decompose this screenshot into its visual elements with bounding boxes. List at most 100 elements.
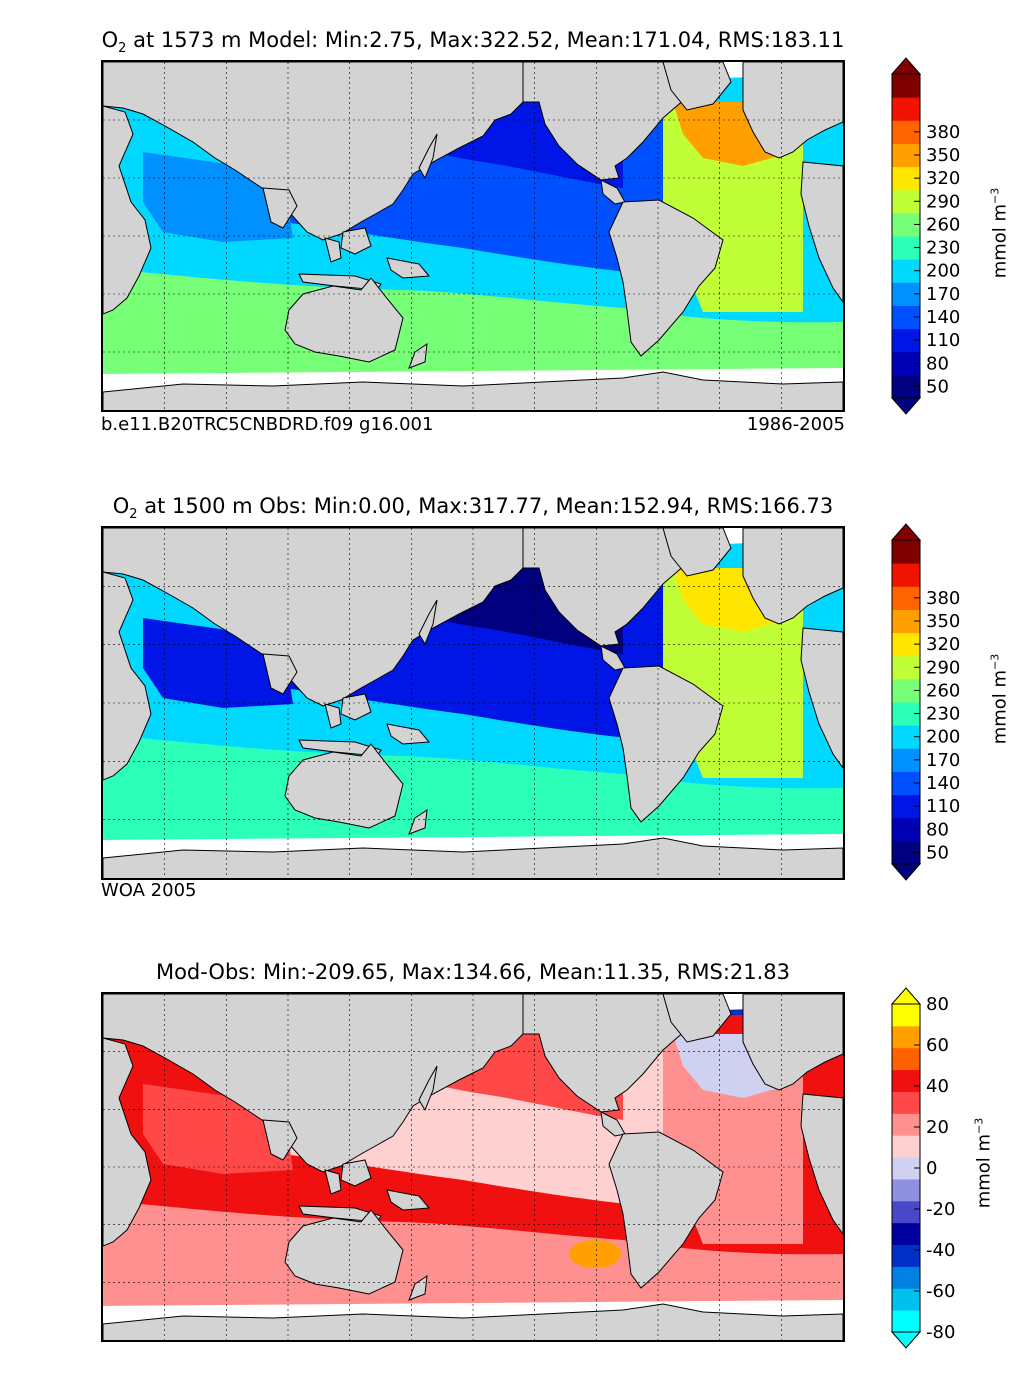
colorbar-outline: [891, 73, 921, 399]
run-caption: b.e11.B20TRC5CNBDRD.f09 g16.001: [101, 414, 434, 435]
colorbar-tick-label: -40: [926, 1240, 955, 1261]
colorbar-segment: [892, 282, 920, 306]
land-asia: [103, 994, 524, 1173]
colorbar-blocks: [890, 987, 922, 1349]
colorbar-segment: [892, 1025, 920, 1049]
colorbar-segment: [892, 374, 920, 399]
land-borneo: [340, 693, 372, 721]
colorbar-tick-label: 350: [926, 145, 960, 166]
colorbar-segment: [892, 1266, 920, 1289]
colorbar-tick-label: 320: [926, 168, 960, 189]
colorbar: 50 80 110 140 170 200 230 260 290 320 350 380 mmol …: [888, 57, 1028, 416]
land-centralam: [600, 1111, 626, 1137]
panel-observations: O2 at 1500 m Obs: Min:0.00, Max:317.77, …: [0, 466, 1028, 906]
colorbar-tick-label: 20: [926, 1117, 949, 1138]
land-europe: [742, 62, 843, 159]
land-namerica: [522, 994, 694, 1113]
land-antarctica: [103, 371, 843, 410]
land-india: [262, 1119, 298, 1161]
colorbar-tick-label: 320: [926, 634, 960, 655]
colorbar-tick-label: 170: [926, 750, 960, 771]
colorbar-tick-label: 140: [926, 773, 960, 794]
colorbar-segment: [892, 74, 920, 98]
colorbar-tick-label: 140: [926, 307, 960, 328]
colorbar-segment: [892, 1004, 920, 1027]
land-australia: [284, 277, 404, 363]
colorbar-tick-label: 200: [926, 261, 960, 282]
colorbar: -80 -60 -40 -20 0 20 40 60 80 mmol m−3: [888, 987, 1028, 1350]
colorbar-label: mmol m−3: [988, 653, 1011, 745]
colorbar-segment: [892, 351, 920, 376]
land-africa_east: [800, 627, 843, 769]
colorbar-label: mmol m−3: [988, 187, 1011, 279]
land-india: [262, 187, 298, 229]
colorbar-tick-label: 50: [926, 842, 949, 863]
land-europe: [742, 994, 843, 1091]
colorbar-segment: [892, 1157, 920, 1180]
ocean-hotspot: [569, 1240, 621, 1268]
colorbar-segment: [892, 259, 920, 283]
colorbar-segment: [892, 655, 920, 680]
map-svg: [103, 528, 843, 878]
colorbar-max-extend: [890, 57, 922, 75]
colorbar-min-extend: [890, 863, 922, 881]
panel-model: O2 at 1573 m Model: Min:2.75, Max:322.52…: [0, 0, 1028, 460]
colorbar-segment: [892, 725, 920, 749]
land-africa_east: [800, 161, 843, 303]
colorbar-segment: [892, 1310, 920, 1333]
colorbar-segment: [892, 1178, 920, 1202]
colorbar-segment: [892, 143, 920, 168]
land-greenland: [662, 62, 732, 111]
chart-title: O2 at 1573 m Model: Min:2.75, Max:322.52…: [101, 28, 845, 57]
colorbar-tick-label: 380: [926, 588, 960, 609]
land-australia: [284, 1209, 404, 1295]
land-centralam: [600, 179, 626, 205]
colorbar-blocks: [890, 523, 922, 881]
chart-title: Mod-Obs: Min:-209.65, Max:134.66, Mean:1…: [155, 960, 791, 984]
colorbar-tick-label: 60: [926, 1035, 949, 1056]
land-japan: [418, 599, 438, 646]
colorbar-segment: [892, 1069, 920, 1092]
colorbar-tick-label: 170: [926, 284, 960, 305]
colorbar-tick-label: 80: [926, 353, 949, 374]
colorbar-ticks: -80 -60 -40 -20 0 20 40 60 80: [914, 994, 955, 1343]
map-area: [101, 60, 845, 412]
colorbar-segment: [892, 817, 920, 842]
colorbar-tick-label: 200: [926, 727, 960, 748]
colorbar-tick-label: 40: [926, 1076, 949, 1097]
land-europe: [742, 528, 843, 625]
land-namerica: [522, 528, 694, 647]
land-japan: [418, 1065, 438, 1112]
colorbar-segment: [892, 840, 920, 865]
land-greenland: [662, 528, 732, 577]
colorbar-tick-label: 290: [926, 191, 960, 212]
land-africa: [103, 1037, 152, 1247]
graticule: [103, 528, 843, 878]
colorbar-label: mmol m−3: [972, 1117, 995, 1209]
colorbar-segment: [892, 212, 920, 237]
colorbar-blocks: [890, 57, 922, 415]
colorbar-tick-label: 260: [926, 214, 960, 235]
map-area: [101, 992, 845, 1342]
colorbar-segment: [892, 609, 920, 634]
colorbar-segment: [892, 236, 920, 260]
colorbar-tick-label: 230: [926, 704, 960, 725]
colorbar-segment: [892, 563, 920, 587]
land-newzealand: [408, 808, 428, 835]
map-svg: [103, 62, 843, 410]
land-newzealand: [408, 342, 428, 369]
colorbar-segment: [892, 632, 920, 657]
colorbar-tick-label: 260: [926, 680, 960, 701]
colorbar: 50 80 110 140 170 200 230 260 290 320 350 380 mmol …: [888, 523, 1028, 882]
period-caption: 1986-2005: [746, 414, 845, 435]
colorbar-tick-label: 350: [926, 611, 960, 632]
colorbar-tick-label: 80: [926, 819, 949, 840]
colorbar-segment: [892, 328, 920, 353]
colorbar-segment: [892, 771, 920, 796]
colorbar-segment: [892, 1091, 920, 1114]
colorbar-segment: [892, 678, 920, 703]
colorbar-segment: [892, 1135, 920, 1158]
land-japan: [418, 133, 438, 180]
